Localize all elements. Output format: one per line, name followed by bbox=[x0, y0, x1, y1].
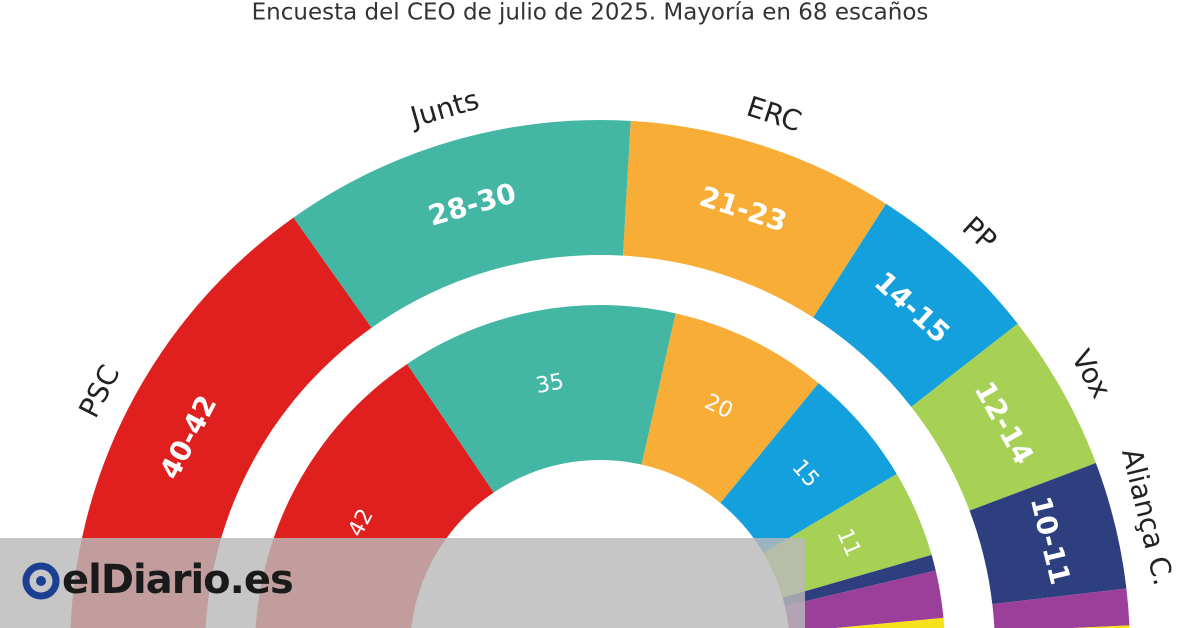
outer-segment bbox=[969, 462, 1127, 605]
outer-segment bbox=[70, 217, 372, 628]
inner-segment bbox=[782, 554, 936, 607]
outer-segment bbox=[1072, 625, 1130, 628]
inner-segment bbox=[835, 617, 945, 628]
logo: elDiario.es bbox=[22, 557, 294, 603]
inner-value-label: 35 bbox=[534, 369, 566, 399]
party-label: Vox bbox=[1065, 344, 1118, 404]
party-label: ERC bbox=[743, 90, 806, 138]
chart-subtitle: Encuesta del CEO de julio de 2025. Mayor… bbox=[252, 0, 929, 26]
party-label: PSC bbox=[72, 360, 126, 423]
outer-segment bbox=[992, 588, 1130, 628]
inner-segment bbox=[763, 474, 932, 598]
outer-segment bbox=[911, 323, 1096, 511]
inner-segment bbox=[720, 383, 897, 554]
inner-segment bbox=[784, 570, 944, 628]
inner-segment bbox=[407, 305, 676, 493]
logo-banner bbox=[0, 538, 805, 628]
inner-segment bbox=[641, 313, 819, 504]
party-label: PP bbox=[956, 210, 1003, 257]
party-label: Aliança C. bbox=[1115, 445, 1180, 588]
logo-icon-dot bbox=[36, 576, 46, 586]
outer-segment bbox=[622, 120, 887, 318]
outer-segment bbox=[813, 203, 1018, 407]
party-label: Junts bbox=[405, 83, 483, 134]
logo-icon bbox=[22, 562, 60, 600]
logo-text: elDiario.es bbox=[62, 557, 293, 603]
outer-segment bbox=[293, 120, 631, 328]
